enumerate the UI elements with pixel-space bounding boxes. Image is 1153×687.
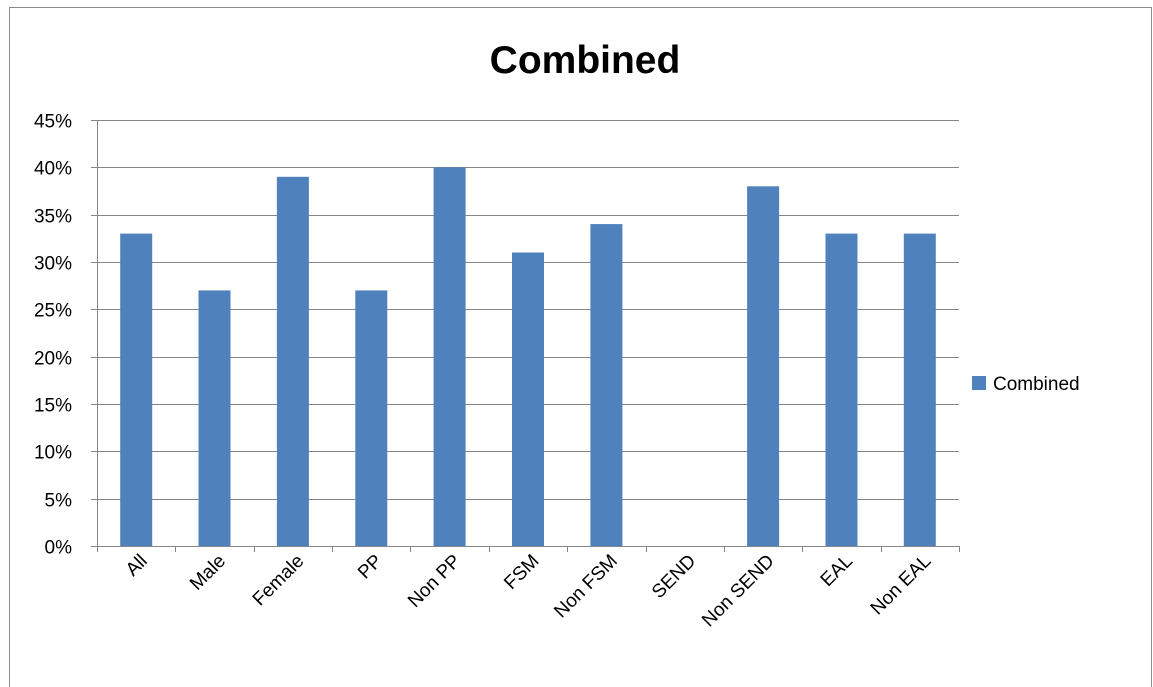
legend: Combined <box>972 374 1080 395</box>
bar <box>433 167 466 547</box>
chart-frame <box>9 7 1152 687</box>
x-tick-label: All <box>122 551 152 581</box>
x-tick-label: Non EAL <box>867 551 936 620</box>
y-tick-label: 0% <box>45 538 73 559</box>
y-tick-label: 35% <box>34 207 72 228</box>
y-tick-labels: 0% 5% 10% 15% 20% 25% 30% 35% 40% 45% <box>34 112 72 559</box>
x-tick-label: Non PP <box>404 551 465 612</box>
bar <box>903 233 936 546</box>
bar <box>512 252 544 546</box>
y-tick-label: 10% <box>34 443 72 464</box>
axes <box>97 120 960 552</box>
legend-swatch <box>972 376 986 390</box>
bar <box>276 176 309 547</box>
bar <box>825 233 858 546</box>
bar <box>590 224 623 546</box>
bar <box>198 290 231 546</box>
x-tick-label: FSM <box>500 551 543 594</box>
x-tick-label: SEND <box>648 551 700 603</box>
bars <box>120 167 936 547</box>
x-tick-label: EAL <box>817 551 857 591</box>
bar <box>120 233 153 546</box>
y-tick-label: 20% <box>34 349 72 370</box>
x-tick-label: Male <box>186 551 230 595</box>
y-tick-label: 30% <box>34 254 72 275</box>
bar <box>747 186 780 547</box>
y-tick-label: 40% <box>34 159 72 180</box>
bar <box>355 290 388 546</box>
chart-title: Combined <box>490 39 681 82</box>
y-tick-label: 45% <box>34 112 72 133</box>
x-tick-label: Non SEND <box>698 551 779 632</box>
x-tick-label: Female <box>249 551 309 611</box>
y-tick-label: 25% <box>34 301 72 322</box>
x-tick-label: Non FSM <box>550 551 622 623</box>
x-tick-label: PP <box>354 551 387 584</box>
y-tick-label: 5% <box>45 491 73 512</box>
legend-label: Combined <box>993 374 1080 395</box>
y-tick-label: 15% <box>34 396 72 417</box>
